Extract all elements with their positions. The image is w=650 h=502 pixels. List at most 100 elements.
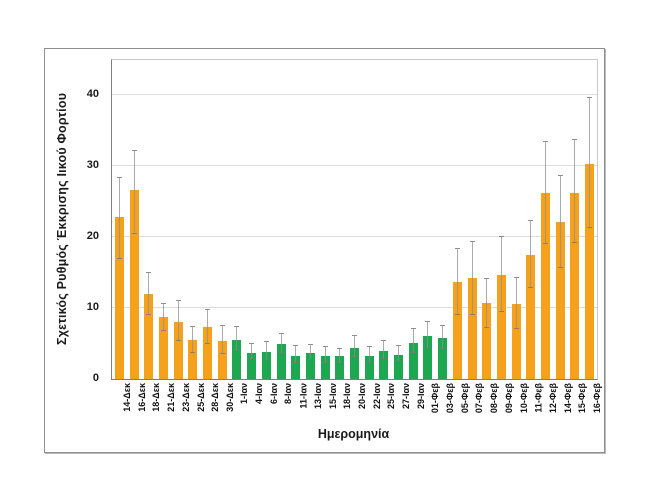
x-tick-label: 11-Ιαν (298, 383, 309, 409)
x-tick-label: 15-Ιαν (327, 383, 338, 410)
error-bar-cap (160, 329, 166, 331)
error-bar-cap (263, 341, 269, 343)
error-bar-cap (190, 352, 196, 354)
x-tick-label: 27-Ιαν (401, 383, 412, 410)
error-bar-cap (381, 339, 387, 341)
error-bar (324, 347, 326, 363)
error-bar-cap (205, 343, 211, 345)
error-bar-cap (234, 325, 240, 327)
error-bar (265, 342, 267, 360)
bar (320, 356, 330, 379)
x-tick-label: 28-Δεκ (210, 383, 221, 412)
x-tick-label: 8-Ιαν (283, 383, 294, 405)
error-bar (471, 242, 473, 316)
x-tick-label: 16-Φεβ (592, 383, 603, 414)
bar (217, 341, 227, 379)
bar (570, 192, 580, 379)
error-bar (412, 329, 414, 353)
error-bar (133, 151, 135, 234)
bar (188, 340, 198, 379)
bar (423, 336, 433, 379)
gridline (112, 165, 597, 167)
error-bar-cap (410, 328, 416, 330)
error-bar-cap (337, 361, 343, 363)
bar (350, 347, 359, 379)
error-bar-cap (572, 139, 578, 141)
x-tick-label: 20-Ιαν (357, 383, 367, 410)
gridline (112, 307, 597, 309)
error-bar-cap (160, 302, 166, 304)
error-bar-cap (322, 346, 328, 348)
x-axis-labels: 14-Δεκ 16-Δεκ 18-Δεκ 21-Δεκ 23-Δεκ 25-Δεκ 28-Δ… (111, 380, 602, 426)
error-bar-cap (425, 321, 431, 323)
error-bar-cap (513, 328, 519, 330)
error-bar-cap (469, 241, 475, 243)
plot-area (111, 59, 598, 380)
error-bar (383, 340, 385, 360)
gridline (112, 236, 597, 238)
error-bar-cap (543, 141, 549, 143)
bar (364, 356, 374, 379)
bar (526, 254, 536, 379)
bar (247, 352, 257, 379)
y-tick-label: 0 (92, 372, 99, 384)
error-bar-cap (440, 348, 446, 350)
error-bar-cap (484, 326, 490, 328)
error-bar-cap (528, 286, 534, 288)
error-bar-cap (116, 257, 122, 259)
error-bar-cap (484, 278, 490, 280)
bar (452, 281, 462, 379)
error-bar-cap (146, 313, 152, 315)
error-bar-cap (410, 351, 416, 353)
error-bar (177, 301, 179, 342)
x-tick-label: 03-Φεβ (445, 383, 456, 414)
error-bar-cap (352, 356, 357, 358)
error-bar (221, 325, 223, 355)
error-bar-cap (454, 313, 460, 315)
bar (496, 274, 506, 379)
error-bar-cap (131, 150, 137, 152)
bar (114, 216, 124, 379)
x-tick-label: 4-Ιαν (254, 383, 265, 405)
error-bar-cap (543, 243, 549, 245)
error-bar-cap (263, 358, 269, 360)
error-bar (309, 345, 311, 360)
error-bar (236, 326, 238, 352)
error-bar-cap (366, 361, 372, 363)
bar (291, 356, 301, 379)
bar (144, 293, 154, 379)
error-bar-cap (498, 236, 504, 238)
error-bar-cap (146, 271, 152, 273)
error-bar-cap (587, 97, 593, 99)
bar (511, 303, 521, 379)
error-bar-cap (175, 300, 181, 302)
y-tick-label: 30 (86, 159, 99, 172)
error-bar (295, 346, 297, 363)
error-bar-cap (337, 347, 343, 349)
error-bar (354, 335, 355, 358)
error-bar-cap (219, 353, 225, 355)
error-bar-cap (307, 358, 313, 360)
x-tick-label: 16-Δεκ (136, 383, 147, 412)
bar (158, 317, 168, 379)
x-tick-label: 25-Ιαν (386, 383, 397, 410)
error-bar-cap (528, 219, 534, 221)
error-bar (148, 272, 150, 315)
bar (276, 344, 286, 379)
x-tick-label: 21-Δεκ (165, 383, 176, 412)
error-bar-cap (557, 266, 563, 268)
y-tick-label: 10 (86, 301, 99, 314)
x-tick-label: 05-Φεβ (459, 383, 470, 414)
error-bar-cap (307, 343, 313, 345)
error-bar-cap (381, 358, 387, 360)
error-bar-cap (190, 326, 196, 328)
error-bar (339, 348, 341, 363)
y-axis-ticks: 0 10 20 30 40 (45, 59, 105, 384)
error-bar-cap (249, 358, 255, 360)
bar (408, 342, 418, 379)
error-bar (251, 344, 253, 360)
x-tick-label: 07-Φεβ (474, 383, 485, 414)
x-tick-label: 30-Δεκ (224, 383, 235, 412)
x-tick-label: 01-Φεβ (430, 383, 441, 414)
